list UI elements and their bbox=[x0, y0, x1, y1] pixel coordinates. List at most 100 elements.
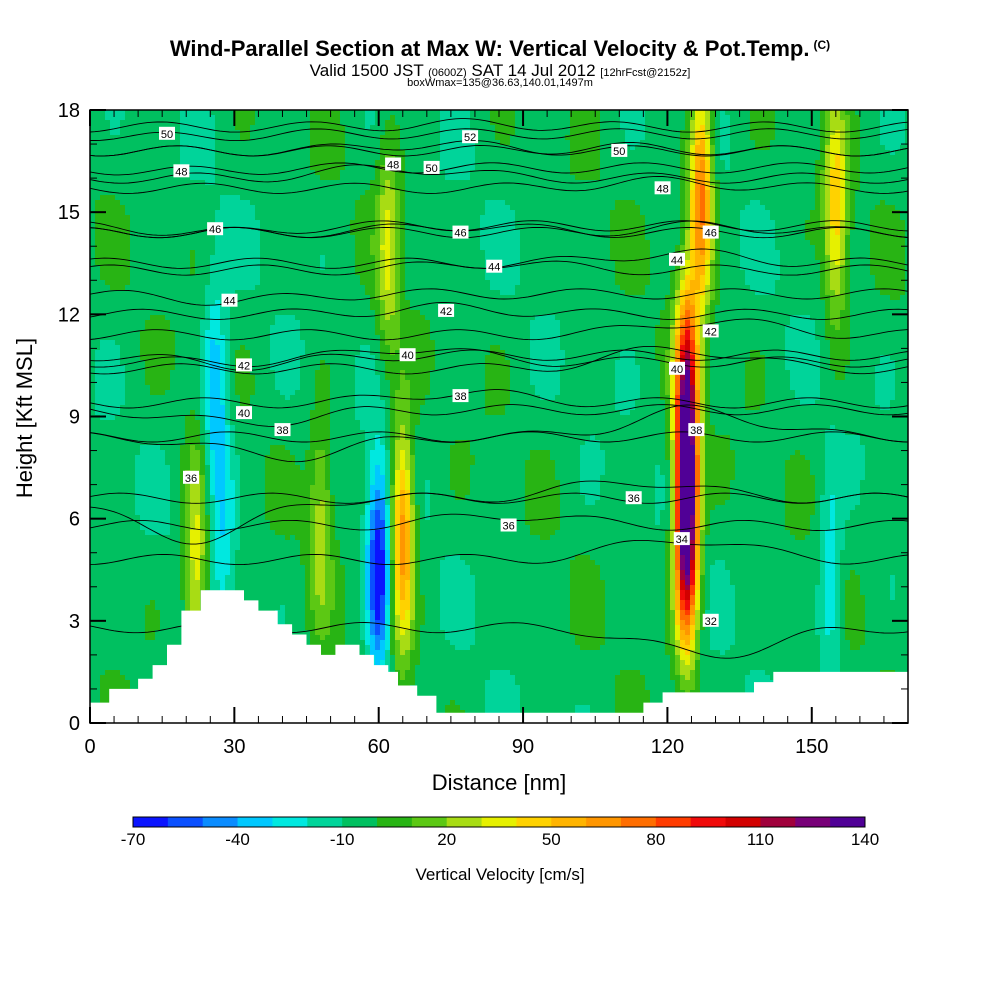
field-cell bbox=[625, 135, 631, 141]
field-cell bbox=[830, 125, 836, 131]
field-cell bbox=[355, 175, 361, 181]
field-cell bbox=[545, 110, 551, 116]
field-cell bbox=[500, 125, 506, 131]
field-cell bbox=[510, 175, 516, 181]
field-cell bbox=[800, 140, 806, 146]
field-cell bbox=[685, 170, 691, 176]
field-cell bbox=[830, 120, 836, 126]
field-cell bbox=[460, 125, 466, 131]
field-cell bbox=[450, 150, 456, 156]
field-cell bbox=[725, 165, 731, 171]
field-cell bbox=[615, 125, 621, 131]
field-cell bbox=[485, 140, 491, 146]
field-cell bbox=[105, 145, 111, 151]
field-cell bbox=[415, 110, 421, 116]
field-cell bbox=[585, 155, 591, 161]
field-cell bbox=[560, 110, 566, 116]
field-cell bbox=[485, 155, 491, 161]
field-cell bbox=[425, 140, 431, 146]
field-cell bbox=[155, 120, 161, 126]
field-cell bbox=[460, 110, 466, 116]
field-cell bbox=[245, 145, 251, 151]
field-cell bbox=[705, 120, 711, 126]
field-cell bbox=[865, 120, 871, 126]
field-cell bbox=[610, 160, 616, 166]
field-cell bbox=[530, 170, 536, 176]
field-cell bbox=[275, 145, 281, 151]
field-cell bbox=[475, 175, 481, 181]
field-cell bbox=[150, 125, 156, 131]
field-cell bbox=[740, 155, 746, 161]
field-cell bbox=[310, 135, 316, 141]
field-cell bbox=[145, 110, 151, 116]
field-cell bbox=[700, 140, 706, 146]
field-cell bbox=[585, 125, 591, 131]
field-cell bbox=[225, 130, 231, 136]
field-cell bbox=[340, 170, 346, 176]
field-cell bbox=[560, 145, 566, 151]
field-cell bbox=[625, 130, 631, 136]
field-cell bbox=[135, 140, 141, 146]
field-cell bbox=[195, 120, 201, 126]
field-cell bbox=[815, 120, 821, 126]
field-cell bbox=[485, 115, 491, 121]
field-cell bbox=[875, 135, 881, 141]
field-cell bbox=[490, 115, 496, 121]
field-cell bbox=[545, 155, 551, 161]
field-cell bbox=[680, 145, 686, 151]
field-cell bbox=[720, 160, 726, 166]
field-cell bbox=[325, 115, 331, 121]
field-cell bbox=[250, 170, 256, 176]
field-cell bbox=[240, 150, 246, 156]
field-cell bbox=[100, 170, 106, 176]
field-cell bbox=[400, 120, 406, 126]
field-cell bbox=[105, 150, 111, 156]
field-cell bbox=[190, 140, 196, 146]
field-cell bbox=[290, 125, 296, 131]
field-cell bbox=[305, 110, 311, 116]
field-cell bbox=[335, 175, 341, 181]
field-cell bbox=[340, 110, 346, 116]
field-cell bbox=[540, 155, 546, 161]
field-cell bbox=[860, 150, 866, 156]
field-cell bbox=[540, 135, 546, 141]
field-cell bbox=[410, 160, 416, 166]
field-cell bbox=[465, 150, 471, 156]
field-cell bbox=[410, 115, 416, 121]
field-cell bbox=[795, 115, 801, 121]
field-cell bbox=[155, 110, 161, 116]
field-cell bbox=[335, 135, 341, 141]
field-cell bbox=[185, 135, 191, 141]
field-cell bbox=[830, 130, 836, 136]
field-cell bbox=[810, 150, 816, 156]
field-cell bbox=[555, 160, 561, 166]
field-cell bbox=[490, 110, 496, 116]
field-cell bbox=[340, 175, 346, 181]
field-cell bbox=[415, 120, 421, 126]
field-cell bbox=[725, 140, 731, 146]
field-cell bbox=[265, 165, 271, 171]
field-cell bbox=[605, 120, 611, 126]
field-cell bbox=[650, 150, 656, 156]
field-cell bbox=[595, 155, 601, 161]
field-cell bbox=[655, 150, 661, 156]
field-cell bbox=[100, 125, 106, 131]
field-cell bbox=[500, 115, 506, 121]
field-cell bbox=[400, 140, 406, 146]
field-cell bbox=[470, 175, 476, 181]
field-cell bbox=[445, 120, 451, 126]
field-cell bbox=[260, 115, 266, 121]
field-cell bbox=[895, 140, 901, 146]
field-cell bbox=[330, 170, 336, 176]
field-cell bbox=[520, 155, 526, 161]
field-cell bbox=[740, 160, 746, 166]
field-cell bbox=[565, 120, 571, 126]
field-cell bbox=[220, 140, 226, 146]
field-cell bbox=[215, 175, 221, 181]
field-cell bbox=[465, 115, 471, 121]
field-cell bbox=[755, 160, 761, 166]
field-cell bbox=[470, 165, 476, 171]
field-cell bbox=[305, 135, 311, 141]
field-cell bbox=[300, 150, 306, 156]
field-cell bbox=[765, 130, 771, 136]
